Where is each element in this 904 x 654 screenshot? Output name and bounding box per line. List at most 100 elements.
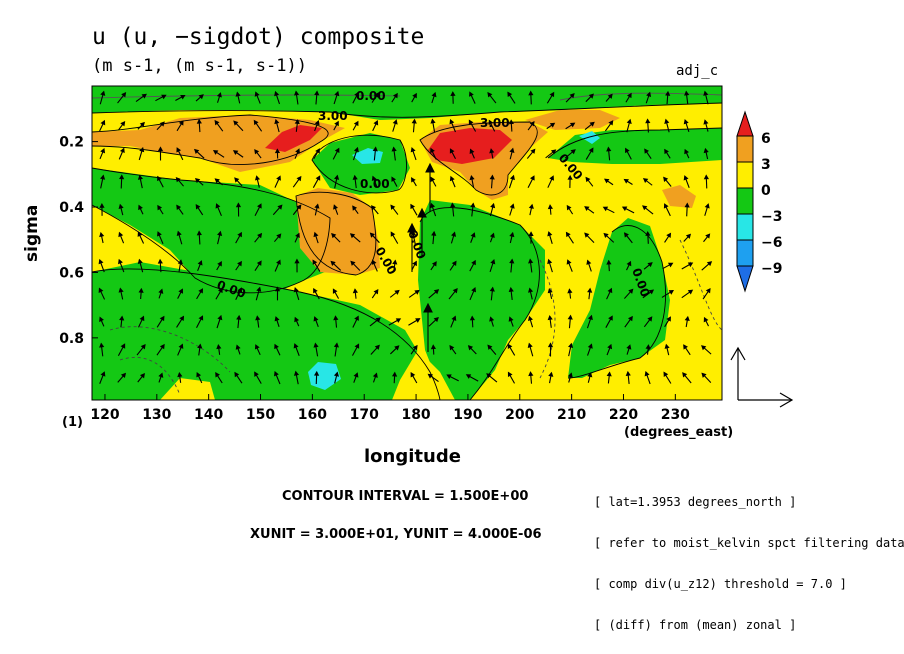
wind-vector bbox=[604, 120, 614, 132]
wind-vector bbox=[391, 371, 398, 384]
wind-vector bbox=[292, 175, 302, 188]
x-tick-label: 230 bbox=[661, 407, 690, 423]
wind-vector bbox=[644, 148, 652, 159]
wind-vector bbox=[417, 207, 427, 257]
contour-line bbox=[567, 225, 666, 379]
y-tick-label: 0.2 bbox=[59, 135, 84, 151]
wind-vector bbox=[684, 202, 690, 217]
wind-vector bbox=[353, 372, 359, 383]
x-tick-label: 210 bbox=[557, 407, 586, 423]
wind-vector bbox=[390, 231, 399, 244]
wind-vector bbox=[234, 177, 243, 187]
wind-vector bbox=[100, 174, 106, 189]
wind-vector bbox=[567, 174, 573, 188]
wind-vector bbox=[488, 119, 496, 132]
wind-vector bbox=[528, 90, 534, 105]
wind-vector bbox=[99, 147, 106, 160]
wind-vector bbox=[703, 233, 711, 243]
colorbar-segment-m6-m3 bbox=[736, 213, 754, 241]
wind-vector bbox=[235, 202, 242, 217]
contour-label: 3.00 bbox=[318, 109, 348, 123]
wind-vector bbox=[681, 262, 694, 270]
wind-vector bbox=[135, 93, 147, 103]
wind-vector bbox=[682, 372, 692, 384]
wind-vector bbox=[645, 231, 651, 244]
wind-vector bbox=[333, 204, 339, 215]
wind-vector bbox=[683, 233, 692, 242]
wind-vector bbox=[487, 344, 497, 355]
plot-frame bbox=[91, 85, 723, 401]
wind-vector bbox=[567, 288, 573, 299]
x-tick-label: 160 bbox=[298, 407, 327, 423]
wind-vector bbox=[469, 148, 475, 159]
wind-vector bbox=[216, 92, 222, 103]
y-tick-label: 0.4 bbox=[59, 200, 84, 216]
wind-vector bbox=[330, 260, 342, 271]
wind-vector bbox=[292, 204, 302, 216]
contour-line bbox=[91, 92, 723, 101]
wind-vector bbox=[407, 222, 417, 272]
wind-vector bbox=[313, 148, 320, 160]
wind-vector bbox=[157, 175, 164, 188]
wind-vector bbox=[703, 147, 709, 160]
wind-vector bbox=[643, 262, 653, 270]
wind-vector bbox=[294, 90, 300, 105]
region-0-3-bottom bbox=[160, 378, 215, 400]
wind-vector bbox=[470, 202, 476, 217]
vector-units: XUNIT = 3.000E+01, YUNIT = 4.000E-06 bbox=[250, 527, 542, 542]
wind-vector bbox=[333, 120, 339, 131]
wind-vector bbox=[254, 232, 263, 243]
wind-vector bbox=[314, 119, 320, 132]
y-tick-label: 0.6 bbox=[59, 265, 84, 281]
wind-vector bbox=[352, 205, 359, 215]
wind-vector bbox=[156, 343, 165, 356]
wind-vector bbox=[156, 315, 165, 328]
wind-vector bbox=[489, 286, 495, 301]
wind-vector bbox=[194, 177, 204, 186]
contour-label: 3.00 bbox=[480, 116, 510, 130]
wind-vector bbox=[274, 286, 281, 301]
wind-vector bbox=[586, 259, 592, 272]
colorbar: 6 3 0 −3 −6 −9 bbox=[736, 110, 782, 293]
info-notes: [ lat=1.3953 degrees_north ] [ refer to … bbox=[594, 472, 904, 648]
wind-vector bbox=[508, 174, 515, 189]
wind-vector bbox=[425, 162, 435, 212]
wind-vector bbox=[683, 175, 690, 188]
wind-vector bbox=[567, 372, 573, 383]
wind-vector bbox=[683, 119, 690, 133]
wind-vector bbox=[509, 231, 515, 244]
wind-vector bbox=[294, 148, 300, 159]
wind-vector bbox=[391, 176, 398, 187]
wind-vector bbox=[351, 343, 360, 356]
wind-vector bbox=[449, 118, 456, 133]
wind-vector bbox=[684, 90, 690, 105]
contour-label: 0.00 bbox=[356, 89, 386, 103]
y-axis-label: sigma bbox=[22, 204, 42, 262]
wind-vector bbox=[254, 344, 261, 356]
wind-vector bbox=[703, 174, 709, 189]
wind-vector bbox=[176, 315, 185, 328]
wind-vector bbox=[546, 122, 556, 130]
wind-vector bbox=[509, 258, 515, 273]
wind-vector bbox=[701, 345, 712, 355]
wind-vector bbox=[137, 121, 145, 130]
wind-vector bbox=[313, 287, 320, 300]
wind-vector bbox=[98, 287, 106, 300]
wind-vector bbox=[98, 258, 105, 273]
wind-vector bbox=[430, 202, 437, 217]
wind-vector bbox=[352, 146, 359, 161]
wind-vector bbox=[371, 259, 378, 272]
region-3-6-ne bbox=[525, 110, 620, 130]
x-tick-label: 190 bbox=[453, 407, 482, 423]
wind-vector bbox=[138, 315, 145, 328]
wind-vector bbox=[527, 315, 534, 328]
wind-vector bbox=[450, 91, 456, 104]
panel-index: (1) bbox=[62, 415, 83, 430]
wind-vector bbox=[232, 150, 244, 158]
wind-vector bbox=[352, 315, 359, 328]
wind-vector bbox=[681, 289, 694, 299]
contour-lines bbox=[91, 92, 723, 401]
wind-vector bbox=[193, 148, 205, 159]
wind-vector bbox=[118, 231, 125, 244]
wind-vector bbox=[703, 316, 710, 327]
